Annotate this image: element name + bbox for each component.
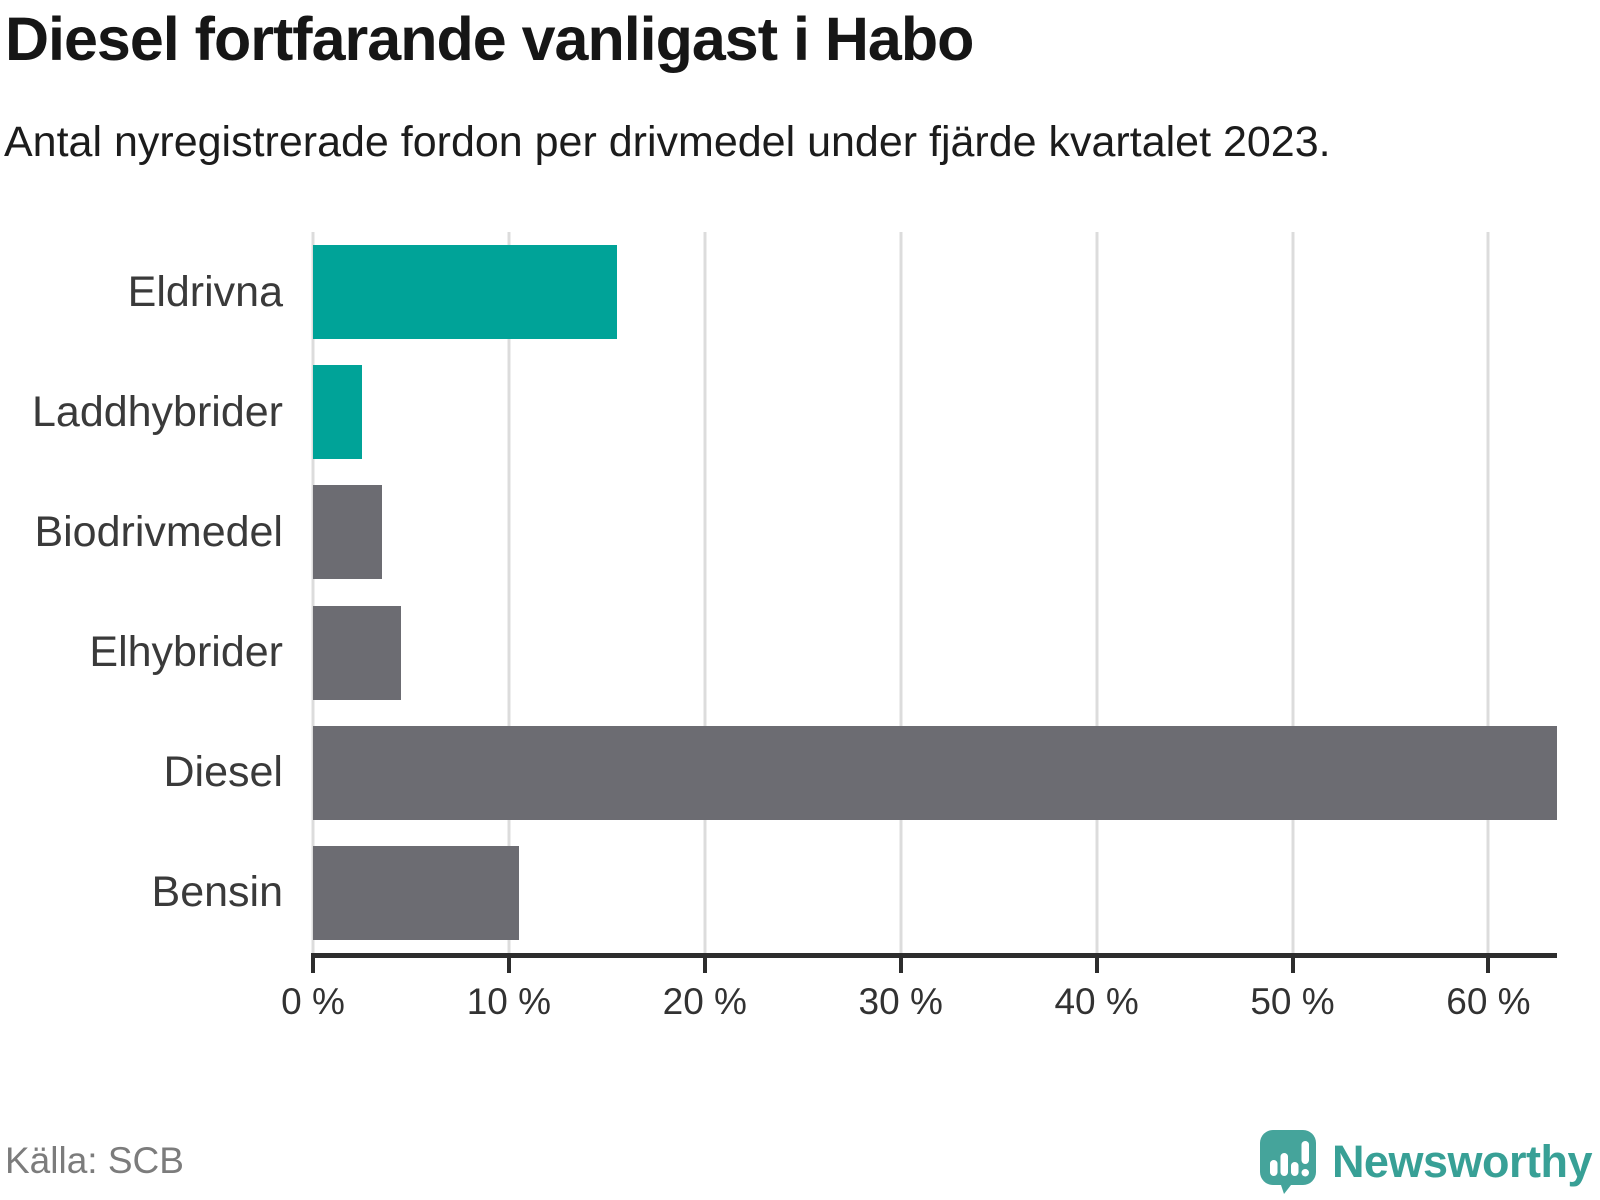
axis-tick	[702, 958, 707, 973]
page-title: Diesel fortfarande vanligast i Habo	[5, 5, 974, 73]
axis-tick-label: 40 %	[1054, 981, 1139, 1022]
axis-tick	[1486, 958, 1491, 973]
axis-tick-label: 60 %	[1446, 981, 1531, 1022]
bar-row	[313, 713, 1557, 833]
axis-tick	[898, 958, 903, 973]
bar-row	[313, 833, 1557, 953]
axis-tick-label: 0 %	[281, 981, 345, 1022]
gridline	[1095, 232, 1099, 953]
page-subtitle: Antal nyregistrerade fordon per drivmede…	[4, 118, 1331, 166]
gridline	[1486, 232, 1490, 953]
bar-bensin	[313, 845, 519, 940]
x-axis-line	[311, 953, 1557, 958]
gridline	[1291, 232, 1295, 953]
category-labels: Eldrivna Laddhybrider Biodrivmedel Elhybrid…	[0, 232, 283, 953]
brand-name: Newsworthy	[1331, 1135, 1593, 1187]
category-label: Diesel	[163, 748, 284, 797]
source-note: Källa: SCB	[5, 1140, 184, 1181]
category-label: Eldrivna	[127, 267, 283, 316]
axis-tick-label: 30 %	[858, 981, 943, 1022]
bar-eldrivna	[313, 245, 617, 340]
x-axis: 0 % 10 % 20 % 30 % 40 % 50 % 60 %	[281, 953, 1557, 1023]
bar-laddhybrider	[313, 365, 362, 460]
bar-elhybrider	[313, 605, 402, 700]
bar-row	[313, 232, 1557, 352]
axis-tick	[506, 958, 511, 973]
newsworthy-icon	[1259, 1129, 1317, 1194]
axis-tick	[311, 958, 315, 973]
gridline	[703, 232, 707, 953]
axis-tick-label: 10 %	[466, 981, 552, 1022]
category-label: Bensin	[151, 868, 283, 917]
bar-diesel	[313, 725, 1557, 820]
gridline	[311, 232, 315, 953]
category-label: Elhybrider	[89, 628, 283, 677]
gridline	[507, 232, 511, 953]
gridline	[899, 232, 903, 953]
plot-area	[311, 232, 1557, 953]
category-label: Biodrivmedel	[34, 507, 283, 556]
newsworthy-logo: Newsworthy	[1259, 1129, 1593, 1194]
category-label: Laddhybrider	[31, 387, 283, 436]
axis-tick-label: 20 %	[662, 981, 747, 1022]
bar-row	[313, 472, 1557, 592]
axis-tick	[1094, 958, 1099, 973]
axis-tick	[1290, 958, 1295, 973]
bar-rows	[313, 232, 1557, 953]
axis-tick-label: 50 %	[1250, 981, 1335, 1022]
bar-row	[313, 593, 1557, 713]
bar-biodrivmedel	[313, 485, 382, 580]
bar-row	[313, 352, 1557, 472]
